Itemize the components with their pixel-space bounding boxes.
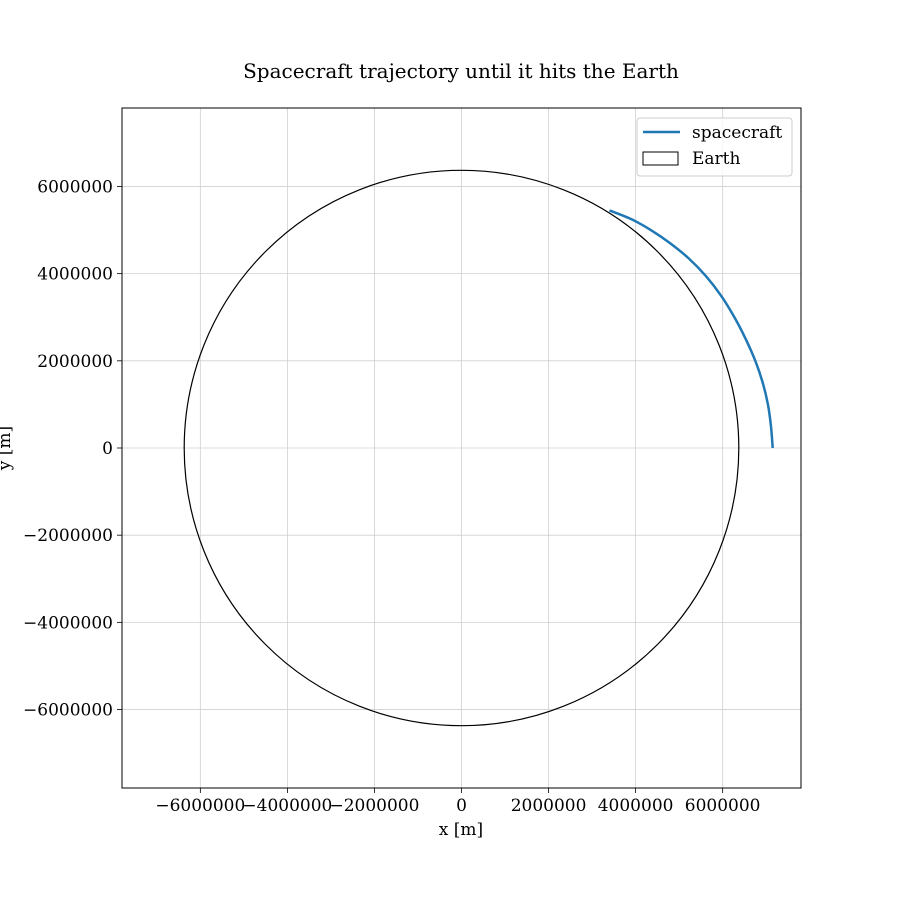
x-tick-label: 4000000 xyxy=(598,796,674,816)
grid-lines xyxy=(122,108,801,788)
x-axis-ticks: −6000000−4000000−2000000 0 2000000 4000000 6… xyxy=(155,788,761,816)
y-tick-label: 2000000 xyxy=(37,352,113,372)
spacecraft-trajectory-line xyxy=(609,209,774,449)
x-tick-label: 2000000 xyxy=(511,796,587,816)
x-tick-label: −4000000 xyxy=(242,796,332,816)
y-tick-label: −2000000 xyxy=(23,526,113,546)
legend-label-spacecraft: spacecraft xyxy=(692,123,782,143)
earth-circle xyxy=(183,169,740,727)
legend-label-earth: Earth xyxy=(692,149,741,169)
y-axis-label: y [m] xyxy=(0,426,15,471)
y-tick-label: −6000000 xyxy=(23,701,113,721)
x-tick-label: 0 xyxy=(456,796,467,816)
x-tick-label: −2000000 xyxy=(329,796,419,816)
chart-title: Spacecraft trajectory until it hits the … xyxy=(243,59,679,83)
y-tick-label: −4000000 xyxy=(23,613,113,633)
y-tick-label: 4000000 xyxy=(37,265,113,285)
y-tick-label: 0 xyxy=(102,439,113,459)
x-tick-label: 6000000 xyxy=(685,796,761,816)
legend-swatch-earth xyxy=(642,151,679,166)
earth-layer xyxy=(183,169,740,727)
legend: spacecraft Earth xyxy=(636,117,793,177)
y-axis-ticks: 6000000 4000000 2000000 0 −2000000 −4000000 −6… xyxy=(23,177,122,721)
x-tick-label: −6000000 xyxy=(155,796,245,816)
y-tick-label: 6000000 xyxy=(37,177,113,197)
x-axis-label: x [m] xyxy=(439,820,483,840)
series-layer xyxy=(609,209,774,449)
